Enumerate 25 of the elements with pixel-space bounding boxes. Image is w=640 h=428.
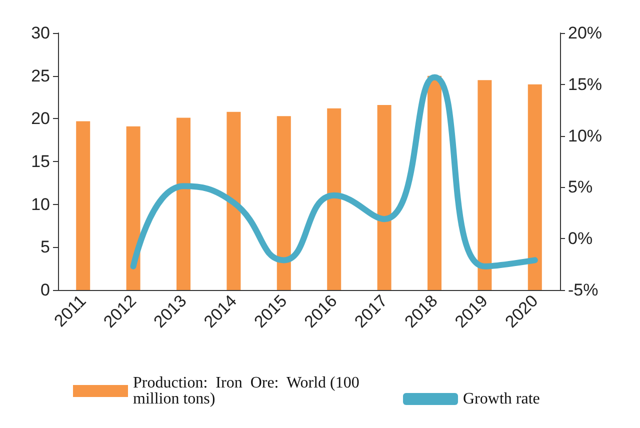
bar (377, 104, 392, 290)
bar (528, 84, 542, 290)
bar (176, 118, 190, 290)
legend-label: Production: Iron Ore: World (100 million tons) (133, 374, 364, 408)
y-tick-label: 5 (40, 238, 50, 257)
bar (126, 126, 140, 290)
y-tick-label: 30 (31, 24, 50, 42)
bar (226, 112, 241, 290)
y2-tick-label: 15% (568, 74, 602, 94)
bar (76, 121, 90, 290)
bar (276, 116, 291, 290)
y2-tick-label: 10% (568, 126, 602, 146)
legend-label: Growth rate (463, 390, 540, 408)
y2-tick-label: 20% (568, 24, 602, 42)
bar (428, 76, 442, 290)
bar (327, 108, 342, 290)
y-tick-label: 20 (31, 109, 50, 128)
y-tick-label: 10 (31, 194, 50, 214)
y-tick-label: 25 (31, 66, 50, 86)
y-tick-label: 15 (31, 152, 50, 171)
y2-tick-label: 0% (568, 229, 593, 248)
y-tick-label: 0 (40, 280, 50, 300)
y2-tick-label: -5% (568, 280, 598, 300)
bar (478, 80, 492, 290)
y2-tick-label: 5% (568, 178, 593, 197)
